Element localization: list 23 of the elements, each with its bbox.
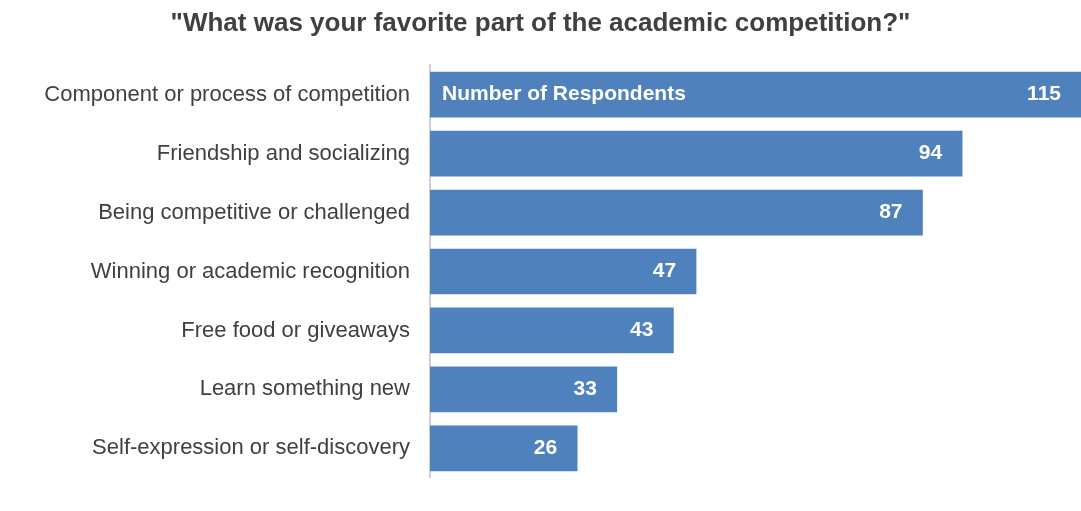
bar [430,130,963,177]
bar [430,248,697,295]
data-label: 26 [533,435,558,459]
y-tick-label: Component or process of competition [44,80,410,106]
data-label: 94 [918,140,943,164]
bar [430,425,578,472]
chart-title: "What was your favorite part of the academic competition?" [170,6,911,37]
data-label: 87 [879,199,903,223]
bar [430,189,923,236]
y-tick-label: Free food or giveaways [181,316,410,342]
y-tick-label: Self-expression or self-discovery [92,434,410,460]
data-label: 33 [573,376,597,400]
data-label: 115 [1027,81,1062,105]
data-label: 47 [652,258,677,282]
y-tick-label: Friendship and socializing [156,139,410,165]
series-label: Number of Respondents [442,81,686,105]
bar [430,366,618,413]
y-tick-label: Learn something new [199,375,411,401]
bar [430,71,1081,118]
y-tick-label: Being competitive or challenged [98,198,410,224]
bar [430,307,674,354]
data-label: 43 [630,317,654,341]
y-tick-label: Winning or academic recognition [90,257,410,283]
